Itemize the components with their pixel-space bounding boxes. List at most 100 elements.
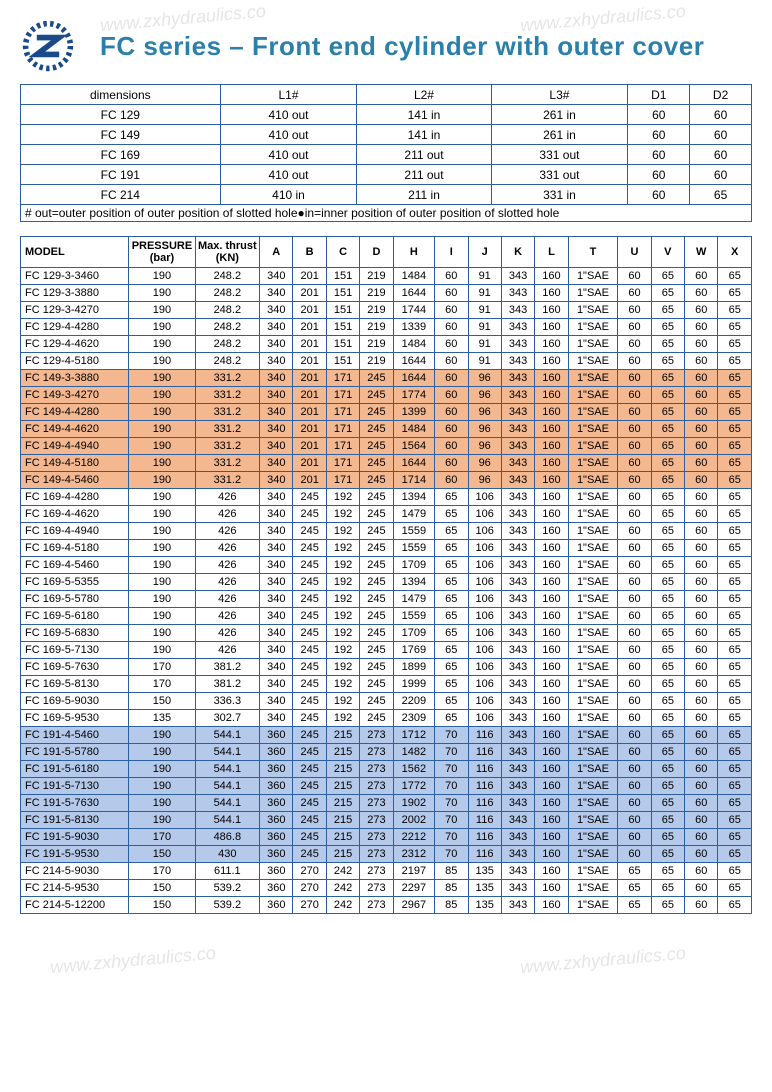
spec-cell: 331.2 bbox=[195, 370, 259, 387]
spec-cell: 1902 bbox=[393, 795, 434, 812]
spec-cell: 343 bbox=[501, 489, 534, 506]
spec-cell: 116 bbox=[468, 778, 501, 795]
spec-cell: 343 bbox=[501, 506, 534, 523]
spec-cell: 343 bbox=[501, 642, 534, 659]
spec-cell: 331.2 bbox=[195, 472, 259, 489]
spec-cell: 242 bbox=[326, 863, 359, 880]
spec-cell: 160 bbox=[535, 523, 568, 540]
spec-cell: 65 bbox=[718, 795, 752, 812]
spec-cell: 96 bbox=[468, 370, 501, 387]
spec-cell: 65 bbox=[651, 353, 684, 370]
spec-cell: 192 bbox=[326, 608, 359, 625]
dim-cell: 410 in bbox=[220, 185, 357, 205]
spec-cell: 65 bbox=[718, 268, 752, 285]
spec-cell: 60 bbox=[435, 336, 468, 353]
spec-cell: 160 bbox=[535, 285, 568, 302]
spec-cell: 151 bbox=[326, 319, 359, 336]
spec-cell: 360 bbox=[260, 880, 293, 897]
spec-cell: 544.1 bbox=[195, 727, 259, 744]
spec-cell: 85 bbox=[435, 863, 468, 880]
spec-cell: 1"SAE bbox=[568, 846, 618, 863]
spec-cell: FC 129-3-3880 bbox=[21, 285, 129, 302]
spec-cell: 1"SAE bbox=[568, 710, 618, 727]
spec-cell: 1"SAE bbox=[568, 336, 618, 353]
spec-row: FC 129-3-3880190248.23402011512191644609… bbox=[21, 285, 752, 302]
spec-cell: 1564 bbox=[393, 438, 434, 455]
spec-row: FC 169-5-5355190426340245192245139465106… bbox=[21, 574, 752, 591]
spec-table: MODELPRESSURE(bar)Max. thrust(KN)ABCDHIJ… bbox=[20, 236, 752, 914]
spec-cell: 242 bbox=[326, 880, 359, 897]
spec-cell: 160 bbox=[535, 880, 568, 897]
spec-cell: 215 bbox=[326, 846, 359, 863]
spec-cell: 201 bbox=[293, 421, 326, 438]
spec-cell: 360 bbox=[260, 812, 293, 829]
spec-cell: 65 bbox=[651, 506, 684, 523]
spec-cell: 60 bbox=[618, 370, 651, 387]
spec-cell: 60 bbox=[435, 285, 468, 302]
spec-cell: 190 bbox=[129, 387, 195, 404]
spec-cell: 1644 bbox=[393, 455, 434, 472]
spec-cell: 343 bbox=[501, 659, 534, 676]
spec-cell: 245 bbox=[293, 744, 326, 761]
dim-cell: 331 in bbox=[491, 185, 628, 205]
spec-cell: 160 bbox=[535, 489, 568, 506]
dim-cell: 141 in bbox=[357, 105, 491, 125]
spec-cell: 190 bbox=[129, 472, 195, 489]
spec-cell: 96 bbox=[468, 421, 501, 438]
spec-cell: 190 bbox=[129, 336, 195, 353]
spec-cell: 160 bbox=[535, 404, 568, 421]
spec-cell: 270 bbox=[293, 897, 326, 914]
spec-cell: 65 bbox=[618, 880, 651, 897]
spec-cell: 190 bbox=[129, 795, 195, 812]
spec-cell: 360 bbox=[260, 744, 293, 761]
spec-cell: 245 bbox=[360, 370, 393, 387]
spec-cell: 1"SAE bbox=[568, 506, 618, 523]
spec-cell: 1482 bbox=[393, 744, 434, 761]
spec-cell: FC 149-4-5180 bbox=[21, 455, 129, 472]
spec-cell: 60 bbox=[685, 302, 718, 319]
spec-row: FC 191-5-9030170486.83602452152732212701… bbox=[21, 829, 752, 846]
spec-cell: 343 bbox=[501, 285, 534, 302]
spec-cell: FC 169-5-6830 bbox=[21, 625, 129, 642]
spec-cell: 192 bbox=[326, 659, 359, 676]
dim-cell: FC 149 bbox=[21, 125, 221, 145]
spec-row: FC 214-5-9530150539.23602702422732297851… bbox=[21, 880, 752, 897]
spec-cell: 201 bbox=[293, 472, 326, 489]
spec-cell: 340 bbox=[260, 693, 293, 710]
spec-cell: 91 bbox=[468, 336, 501, 353]
spec-cell: 65 bbox=[718, 319, 752, 336]
spec-cell: 273 bbox=[360, 778, 393, 795]
spec-cell: 1"SAE bbox=[568, 829, 618, 846]
dim-cell: 141 in bbox=[357, 125, 491, 145]
spec-cell: 1339 bbox=[393, 319, 434, 336]
spec-cell: 340 bbox=[260, 472, 293, 489]
spec-cell: 170 bbox=[129, 829, 195, 846]
spec-cell: 215 bbox=[326, 761, 359, 778]
spec-cell: FC 129-4-5180 bbox=[21, 353, 129, 370]
spec-cell: 60 bbox=[685, 489, 718, 506]
spec-cell: 60 bbox=[685, 710, 718, 727]
spec-cell: 65 bbox=[651, 557, 684, 574]
spec-cell: 96 bbox=[468, 472, 501, 489]
spec-cell: 1"SAE bbox=[568, 472, 618, 489]
spec-cell: 135 bbox=[468, 863, 501, 880]
spec-cell: 171 bbox=[326, 472, 359, 489]
dim-cell: FC 169 bbox=[21, 145, 221, 165]
spec-cell: 65 bbox=[435, 557, 468, 574]
spec-cell: 245 bbox=[360, 625, 393, 642]
spec-cell: 360 bbox=[260, 795, 293, 812]
spec-cell: 151 bbox=[326, 285, 359, 302]
spec-cell: 190 bbox=[129, 404, 195, 421]
spec-cell: 245 bbox=[360, 659, 393, 676]
dim-cell: 60 bbox=[690, 165, 752, 185]
spec-cell: 1644 bbox=[393, 370, 434, 387]
spec-cell: 60 bbox=[618, 642, 651, 659]
spec-cell: 245 bbox=[293, 812, 326, 829]
spec-cell: 1394 bbox=[393, 489, 434, 506]
spec-cell: 70 bbox=[435, 795, 468, 812]
spec-cell: 190 bbox=[129, 438, 195, 455]
spec-cell: 65 bbox=[718, 693, 752, 710]
spec-cell: 60 bbox=[685, 336, 718, 353]
spec-cell: 1"SAE bbox=[568, 268, 618, 285]
spec-cell: 302.7 bbox=[195, 710, 259, 727]
